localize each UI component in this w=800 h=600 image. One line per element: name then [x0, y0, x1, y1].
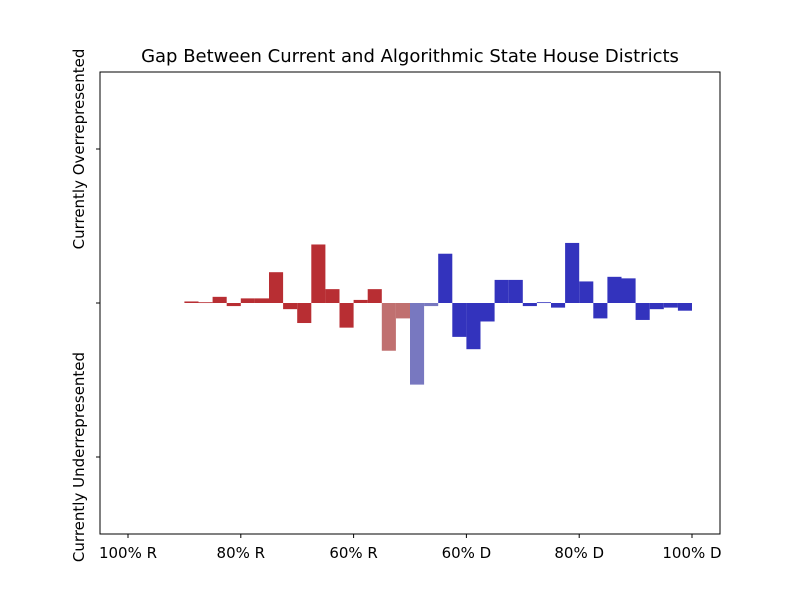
bar-group: [184, 242, 692, 385]
bar-19: [452, 303, 467, 337]
y-axis-label-top: Currently Overrepresented: [70, 49, 88, 250]
bar-8: [297, 303, 312, 324]
bar-2: [212, 296, 227, 303]
bar-31: [621, 278, 636, 303]
x-tick-label-5: 100% D: [662, 544, 721, 562]
bar-26: [551, 303, 566, 308]
bar-33: [649, 303, 664, 310]
bar-32: [635, 303, 650, 320]
bar-4: [240, 298, 255, 303]
bar-3: [226, 303, 241, 307]
x-tick-label-1: 80% R: [217, 544, 266, 562]
bar-10: [325, 289, 340, 303]
bar-18: [438, 253, 453, 303]
bar-12: [353, 299, 368, 303]
bar-28: [579, 281, 594, 303]
bar-29: [593, 303, 608, 319]
bar-35: [677, 303, 692, 311]
bar-23: [508, 279, 523, 303]
bar-11: [339, 303, 354, 328]
bar-16: [410, 303, 425, 385]
bar-0: [184, 301, 199, 303]
x-tick-label-2: 60% R: [329, 544, 378, 562]
bar-6: [269, 272, 284, 303]
bar-24: [522, 303, 537, 307]
bar-7: [283, 303, 298, 310]
x-tick-label-0: 100% R: [99, 544, 157, 562]
bar-27: [565, 242, 580, 303]
x-tick-label-3: 60% D: [442, 544, 492, 562]
bar-20: [466, 303, 481, 350]
bar-30: [607, 276, 622, 303]
bar-1: [198, 302, 213, 304]
bar-22: [494, 279, 509, 303]
bar-14: [381, 303, 396, 351]
bar-34: [663, 303, 678, 308]
y-axis: [96, 148, 100, 458]
x-axis: 100% R 80% R 60% R 60% D 80% D 100% D: [99, 534, 722, 562]
bar-21: [480, 303, 495, 322]
bar-15: [395, 303, 410, 319]
bar-5: [254, 298, 269, 303]
bar-25: [536, 302, 551, 304]
chart-title: Gap Between Current and Algorithmic Stat…: [141, 46, 679, 67]
x-tick-label-4: 80% D: [554, 544, 604, 562]
bar-17: [424, 303, 439, 307]
bar-9: [311, 244, 326, 303]
bar-13: [367, 289, 382, 303]
y-axis-label-bottom: Currently Underrepresented: [70, 352, 88, 562]
